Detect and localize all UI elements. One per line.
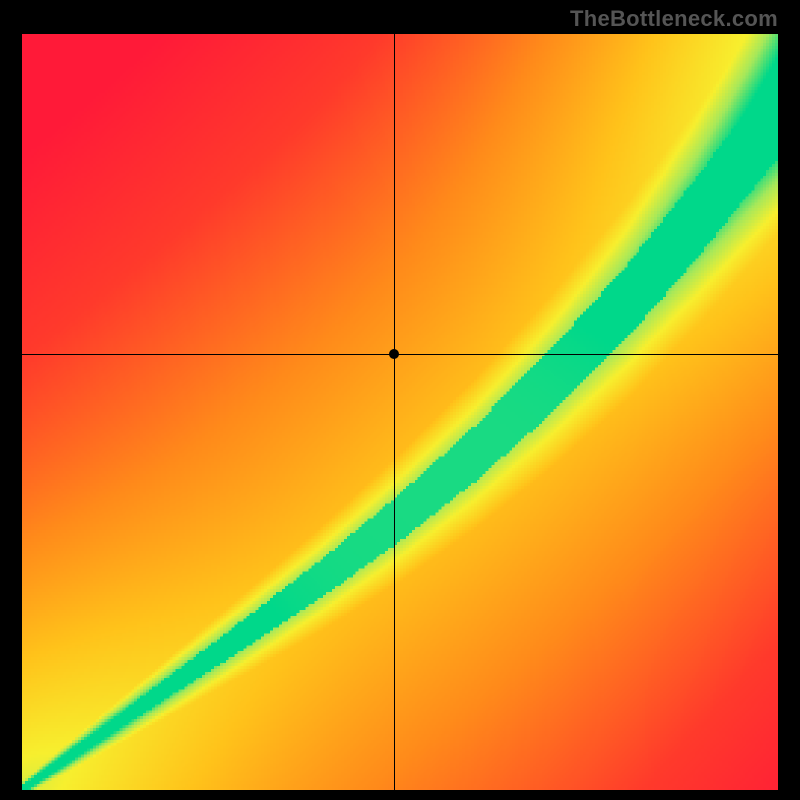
watermark-text: TheBottleneck.com [570, 6, 778, 32]
chart-container: TheBottleneck.com [0, 0, 800, 800]
heatmap-canvas [22, 34, 778, 790]
crosshair-marker [389, 349, 399, 359]
crosshair-vertical [394, 34, 395, 790]
crosshair-horizontal [22, 354, 778, 355]
